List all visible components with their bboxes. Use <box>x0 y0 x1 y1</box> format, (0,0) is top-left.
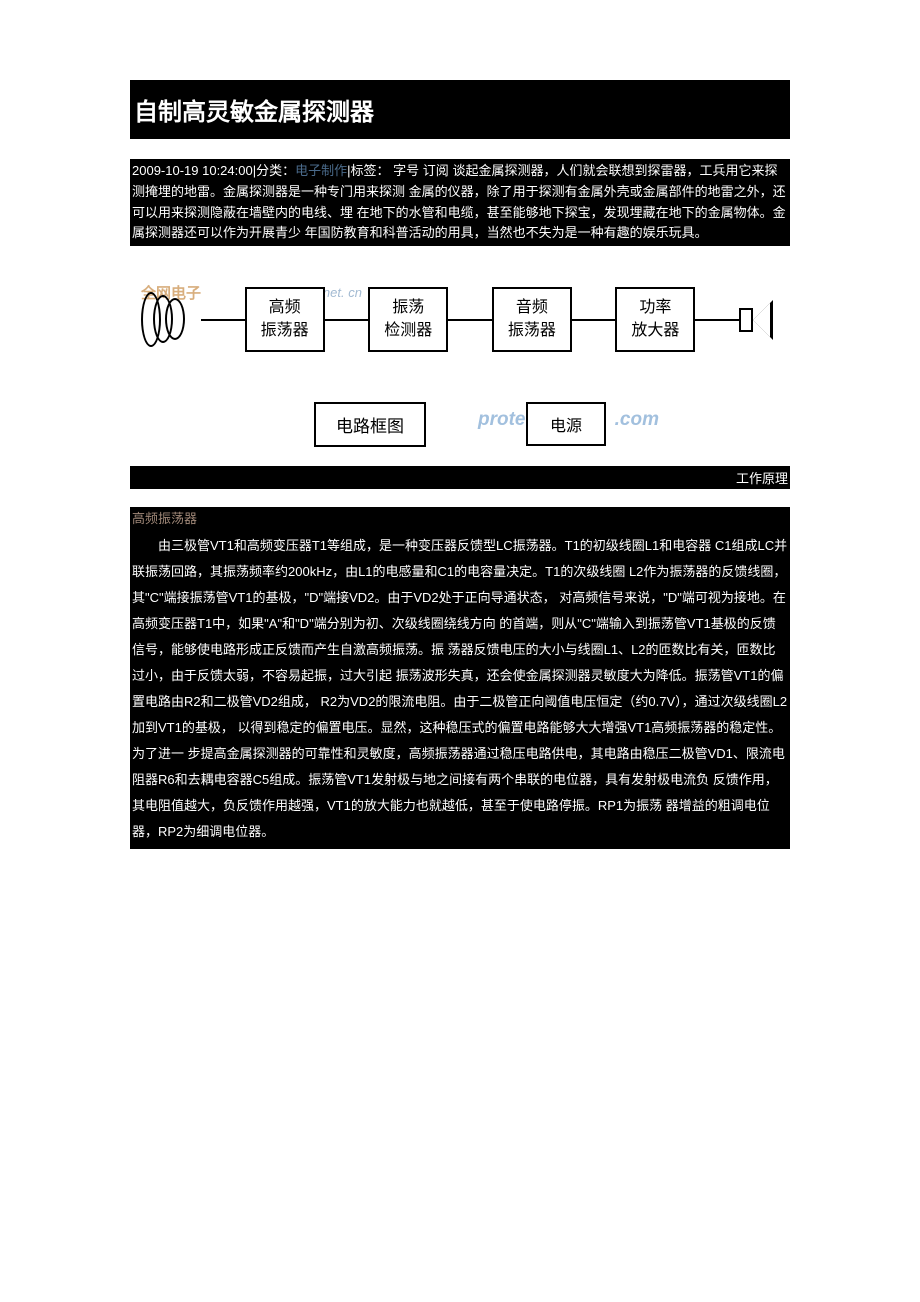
power-label: 电源 <box>550 418 582 435</box>
block-power-amp: 功率 放大器 <box>615 287 695 352</box>
block2-line2: 检测器 <box>384 320 432 342</box>
block-hf-oscillator: 高频 振荡器 <box>245 287 325 352</box>
principle-label-bar: 工作原理 <box>130 466 790 489</box>
speaker-icon <box>739 300 779 340</box>
subscribe-label[interactable]: 订阅 <box>423 163 449 178</box>
watermark-url-right: .com <box>615 409 659 431</box>
section-heading-bar: 高频振荡器 <box>130 507 790 529</box>
post-datetime: 2009-10-19 10:24:00 <box>132 163 253 178</box>
block4-line2: 放大器 <box>631 320 679 342</box>
block3-line2: 振荡器 <box>508 320 556 342</box>
block-osc-detector: 振荡 检测器 <box>368 287 448 352</box>
spacer <box>130 139 790 159</box>
block-diagram: 全网电子 www. 0net. cn 高频 振荡器 振荡 检测器 <box>130 276 790 458</box>
header-section: 自制高灵敏金属探测器 <box>130 80 790 139</box>
coil-icon <box>141 292 201 347</box>
block4-line1: 功率 <box>631 297 679 319</box>
diagram-caption: 电路框图 <box>314 402 426 447</box>
page-container: 自制高灵敏金属探测器 2009-10-19 10:24:00|分类：电子制作|标… <box>0 0 920 849</box>
font-size-label: 字号 <box>393 163 419 178</box>
tags-label: |标签： <box>347 163 389 178</box>
diagram-section: 全网电子 www. 0net. cn 高频 振荡器 振荡 检测器 <box>130 246 790 466</box>
block-audio-oscillator: 音频 振荡器 <box>492 287 572 352</box>
block-power-supply: prote 电源 .com <box>526 402 606 446</box>
meta-line: 2009-10-19 10:24:00|分类：电子制作|标签： 字号 订阅 谈起… <box>130 161 790 244</box>
article-title: 自制高灵敏金属探测器 <box>130 92 790 127</box>
block2-line1: 振荡 <box>384 297 432 319</box>
watermark-url-left: prote <box>478 409 526 431</box>
section-heading: 高频振荡器 <box>132 511 197 526</box>
category-label: 分类： <box>256 163 295 178</box>
diagram-bottom-row: 电路框图 prote 电源 .com <box>141 402 779 447</box>
section-body: 由三极管VT1和高频变压器T1等组成，是一种变压器反馈型LC振荡器。T1的初级线… <box>130 529 790 849</box>
meta-block: 2009-10-19 10:24:00|分类：电子制作|标签： 字号 订阅 谈起… <box>130 159 790 246</box>
block1-line2: 振荡器 <box>261 320 309 342</box>
block3-line1: 音频 <box>508 297 556 319</box>
category-link[interactable]: 电子制作 <box>295 163 347 178</box>
block1-line1: 高频 <box>261 297 309 319</box>
principle-label: 工作原理 <box>736 471 788 486</box>
diagram-top-row: 高频 振荡器 振荡 检测器 音频 振荡器 功率 放大器 <box>141 287 779 352</box>
